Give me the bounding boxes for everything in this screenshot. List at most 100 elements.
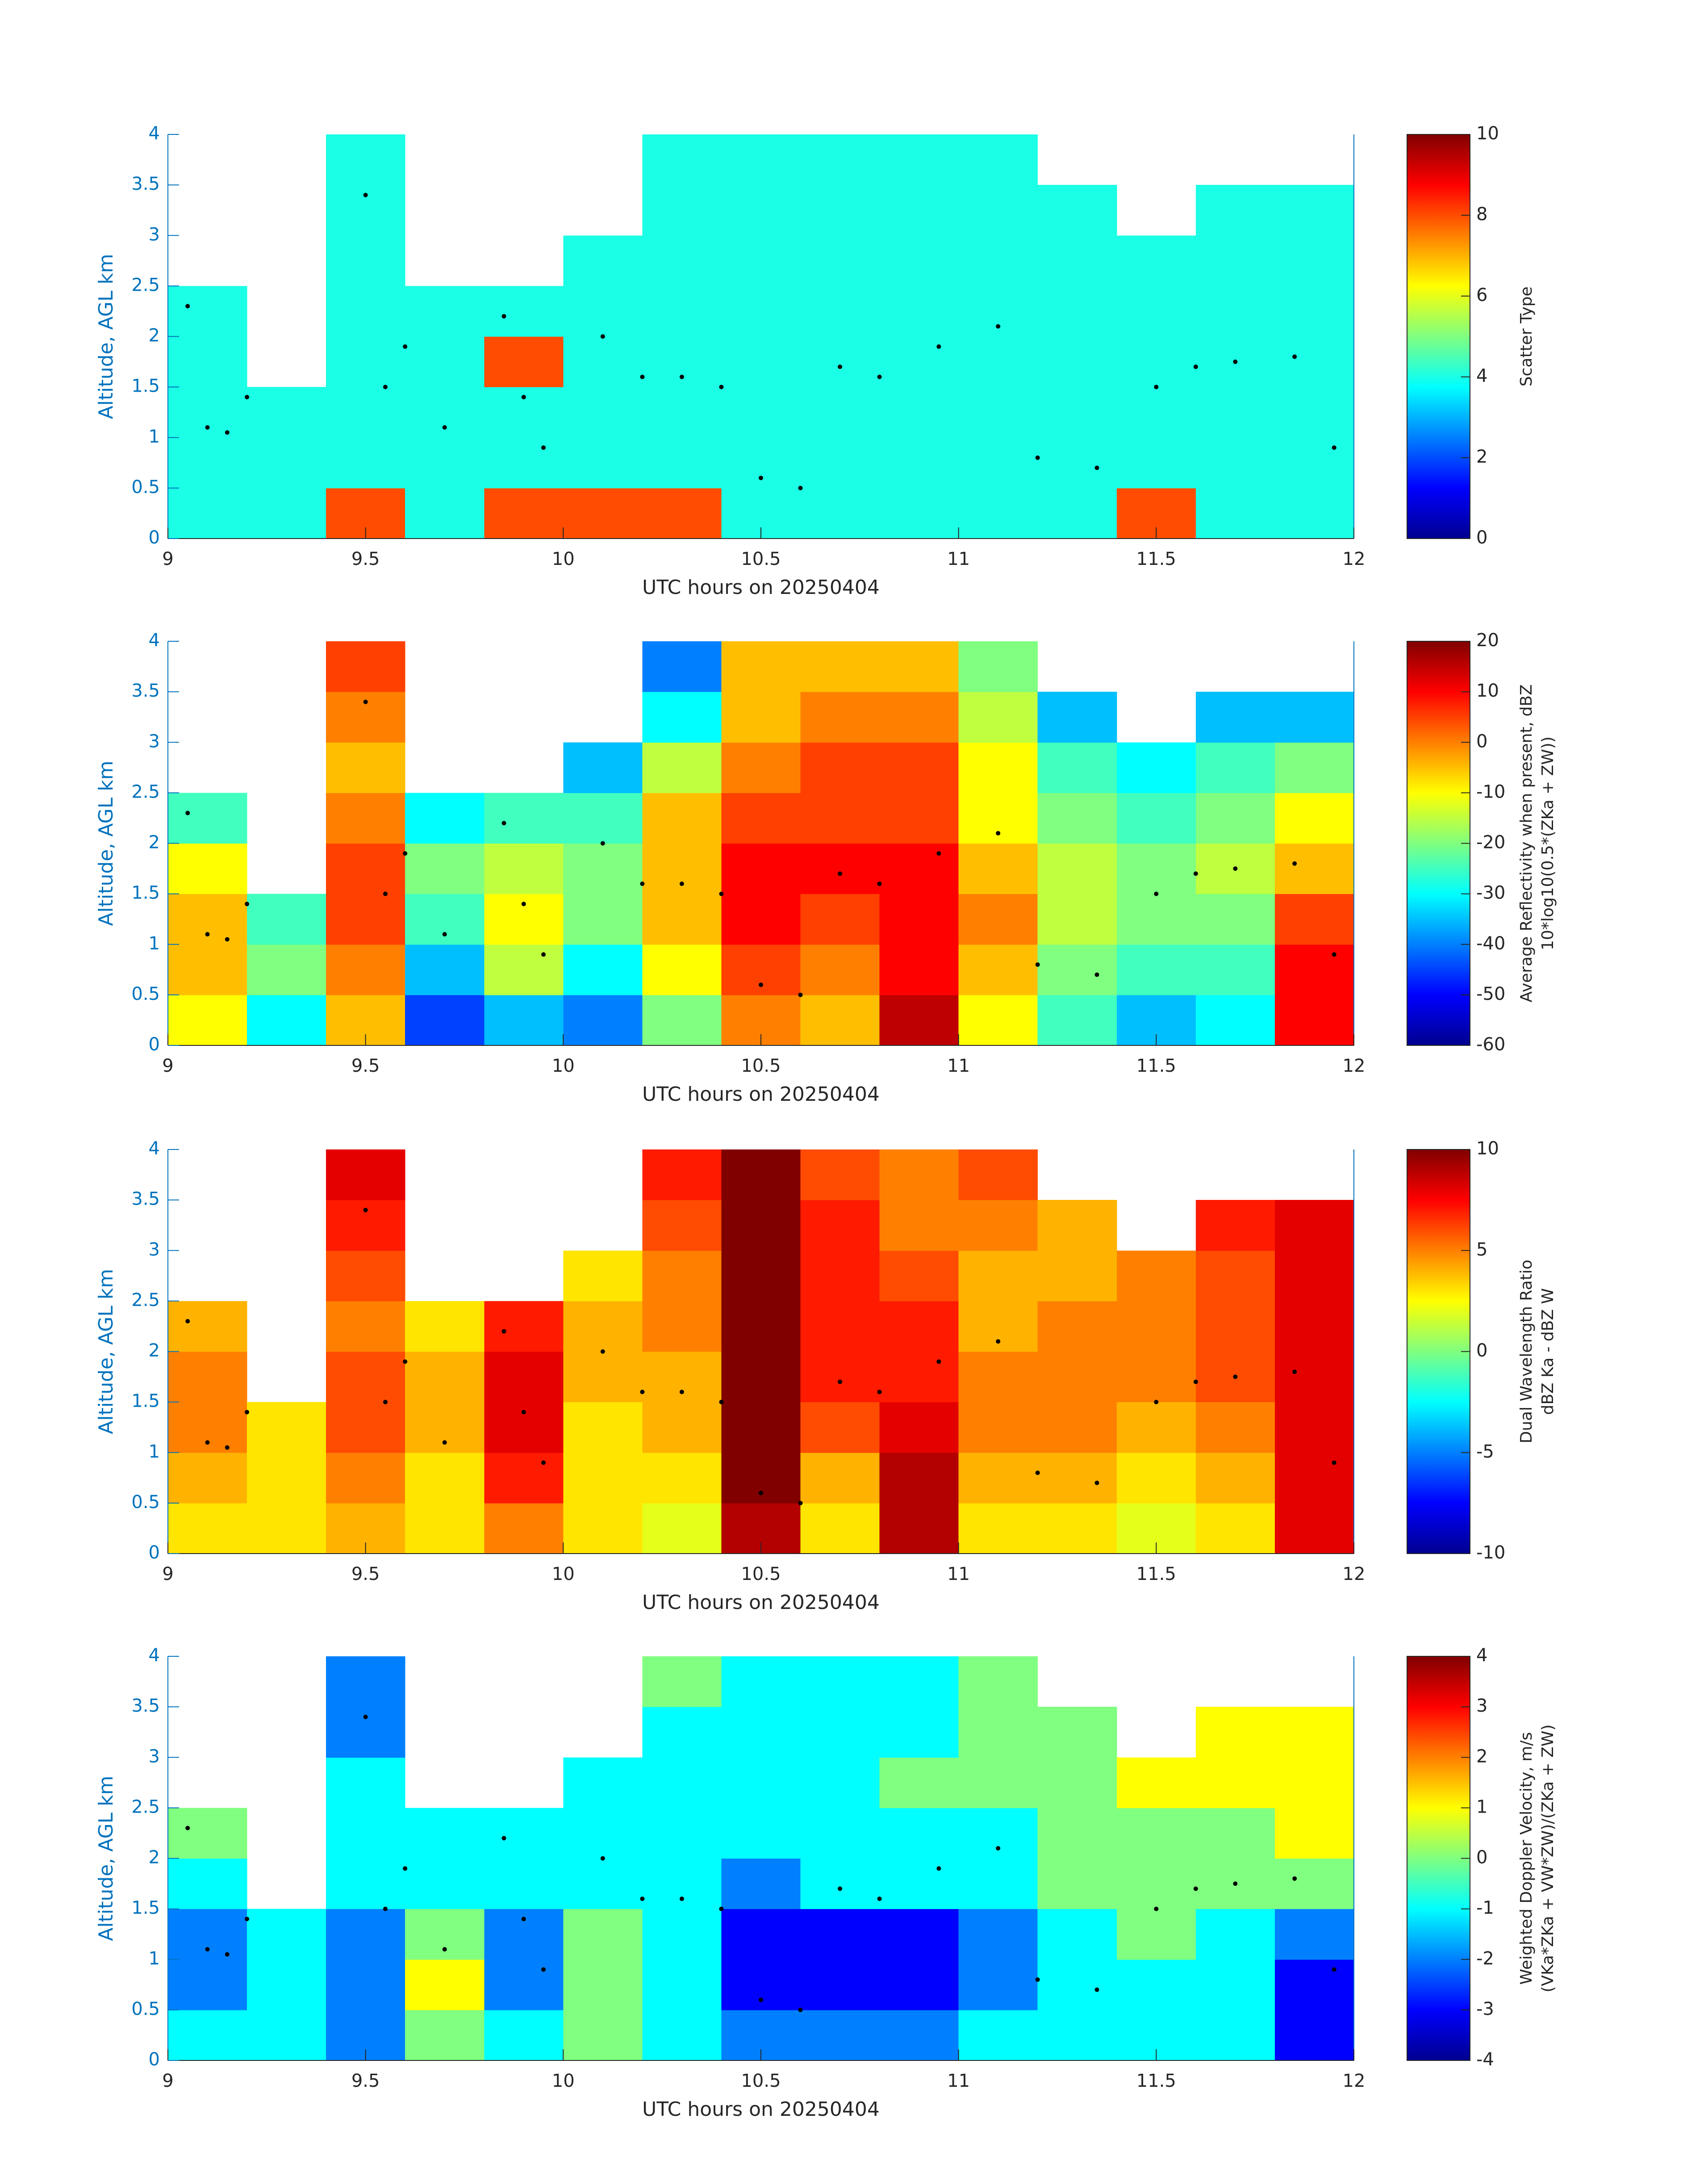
x-tick-label: 9 [162, 1056, 173, 1076]
y-tick-label: 4 [149, 630, 160, 651]
heatmap-cell [563, 1959, 643, 2010]
heatmap-cell [1274, 944, 1354, 995]
y-axis-label: Altitude, AGL km [95, 1269, 117, 1434]
colorbar-label: Dual Wavelength Ratio [1517, 1260, 1536, 1443]
heatmap-cell [800, 387, 880, 438]
heatmap-cell [721, 1402, 801, 1453]
heatmap-cell [958, 2010, 1038, 2061]
heatmap-cell [326, 1707, 405, 1758]
heatmap-cell [326, 1909, 405, 1960]
x-tick-label: 11 [947, 1056, 970, 1076]
heatmap-cell [168, 1808, 247, 1859]
heatmap-cell [958, 235, 1038, 286]
heatmap-cell [1274, 1402, 1354, 1453]
x-tick-label: 11 [947, 2071, 970, 2091]
y-tick-label: 4 [149, 1138, 160, 1159]
heatmap-cell [1274, 1757, 1354, 1808]
y-tick-label: 2.5 [131, 1797, 160, 1817]
heatmap-cell [1274, 742, 1354, 793]
data-point [442, 932, 447, 937]
y-tick-label: 3 [149, 1746, 160, 1767]
heatmap-cell [168, 843, 247, 894]
heatmap-cell [721, 641, 801, 692]
heatmap-cell [800, 894, 880, 945]
data-point [225, 937, 230, 942]
heatmap-cell [1274, 235, 1354, 286]
data-point [1233, 1375, 1238, 1379]
heatmap-cell [1037, 1503, 1117, 1554]
y-tick-label: 2.5 [131, 781, 160, 802]
heatmap-cell [563, 437, 643, 489]
heatmap-cell [1037, 1402, 1117, 1453]
data-point [541, 1460, 546, 1465]
heatmap-cell [800, 1909, 880, 1960]
heatmap-cell [1274, 793, 1354, 844]
heatmap-cell [326, 1301, 405, 1352]
heatmap-cell [642, 1707, 722, 1758]
heatmap-cell [879, 1858, 959, 1910]
heatmap-cell [563, 1808, 643, 1859]
data-point [185, 1319, 190, 1324]
heatmap-cell [484, 1301, 564, 1352]
heatmap-cell [405, 994, 484, 1046]
data-point [640, 1897, 645, 1901]
heatmap-cell [958, 336, 1038, 388]
heatmap-cell [484, 894, 564, 945]
colorbar-label: Average Reflectivity when present, dBZ [1517, 684, 1536, 1002]
heatmap-cell [1195, 692, 1275, 743]
heatmap-cell [958, 185, 1038, 236]
heatmap-cell [484, 1503, 564, 1554]
heatmap-cell [1116, 1959, 1196, 2010]
x-tick-label: 9.5 [351, 1564, 380, 1584]
x-tick-label: 10.5 [741, 1056, 781, 1076]
heatmap-cell [721, 1909, 801, 1960]
data-point [383, 1400, 388, 1404]
heatmap-cell [721, 1757, 801, 1808]
data-point [1035, 962, 1040, 967]
heatmap-cell [721, 1707, 801, 1758]
heatmap-cell [1116, 843, 1196, 894]
heatmap-cell [563, 1503, 643, 1554]
y-axis-label: Altitude, AGL km [95, 760, 117, 926]
heatmap-cell [1037, 793, 1117, 844]
heatmap-cell [879, 944, 959, 995]
heatmap-cell [800, 286, 880, 337]
heatmap-cell [879, 1200, 959, 1251]
heatmap-cell [879, 185, 959, 236]
heatmap-cell [1195, 742, 1275, 793]
heatmap-cell [1195, 1200, 1275, 1251]
heatmap-cell [563, 843, 643, 894]
heatmap-cell [563, 793, 643, 844]
heatmap-cell [1274, 1808, 1354, 1859]
heatmap-cell [168, 1351, 247, 1403]
y-tick-label: 3.5 [131, 681, 160, 701]
heatmap-cell [879, 894, 959, 945]
x-tick-label: 10.5 [741, 549, 781, 569]
y-tick-label: 3.5 [131, 174, 160, 194]
heatmap-cell [1116, 1757, 1196, 1808]
heatmap-cell [168, 387, 247, 438]
heatmap-cell [642, 1402, 722, 1453]
y-tick-label: 3.5 [131, 1696, 160, 1716]
data-point [1154, 384, 1159, 389]
heatmap-cell [326, 286, 405, 337]
heatmap-cell [1037, 1452, 1117, 1504]
data-point [679, 882, 684, 886]
heatmap-cell [405, 387, 484, 438]
data-point [759, 1491, 763, 1496]
heatmap-cell [326, 944, 405, 995]
heatmap-cell [326, 843, 405, 894]
heatmap-cell [405, 894, 484, 945]
heatmap-cell [879, 387, 959, 438]
data-point [719, 891, 724, 896]
heatmap-cell [1116, 336, 1196, 388]
heatmap-cell [1274, 1200, 1354, 1251]
y-tick-label: 0.5 [131, 1492, 160, 1513]
heatmap-cell [958, 1909, 1038, 1960]
data-point [1094, 1987, 1099, 1992]
heatmap-cell [563, 944, 643, 995]
data-point [1193, 1379, 1198, 1384]
heatmap-cell [405, 1503, 484, 1554]
colorbar-label: dBZ Ka - dBZ W [1539, 1288, 1557, 1415]
heatmap-cell [1274, 1452, 1354, 1504]
